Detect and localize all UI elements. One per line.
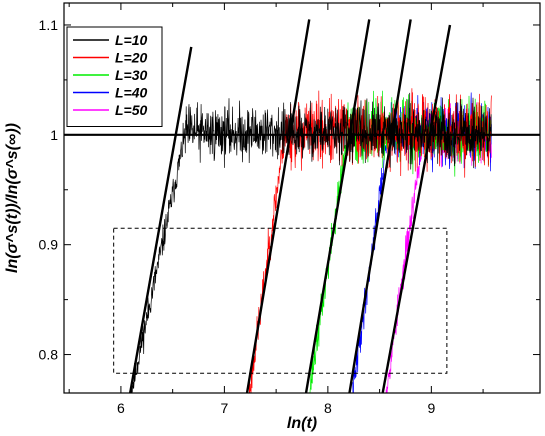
x-tick-label: 9: [427, 400, 435, 416]
ticks-layer: 6 7 8 9 0.8 0.9 1 1.1: [39, 3, 540, 416]
legend-label: L=10: [115, 32, 148, 48]
x-tick-label: 7: [220, 400, 228, 416]
series-line-l-10: [131, 92, 492, 393]
y-axis-label: ln(σ^s(t))/ln(σ^s(∞)): [4, 123, 21, 273]
legend: L=10 L=20L=30 L=40L=50: [66, 26, 163, 127]
fit-line-2: [245, 19, 311, 393]
legend-label: L=20: [115, 50, 148, 66]
y-tick-label: 1: [50, 127, 58, 143]
y-tick-label: 0.9: [39, 237, 59, 253]
legend-label: L=40: [115, 85, 148, 101]
overlay-layer: [64, 19, 540, 393]
fit-line-4: [348, 19, 412, 393]
fit-line-5: [381, 24, 452, 393]
series-line-l-20: [248, 88, 492, 393]
fit-line-1: [128, 46, 193, 393]
x-tick-label: 8: [324, 400, 332, 416]
y-tick-label: 1.1: [39, 17, 59, 33]
inset-box: [113, 227, 448, 374]
legend-label: L=30: [115, 67, 148, 83]
x-tick-label: 6: [117, 400, 125, 416]
plot-frame: [63, 2, 541, 394]
y-tick-label: 0.8: [39, 347, 59, 363]
legend-label: L=50: [115, 102, 148, 118]
x-axis-label: ln(t): [287, 415, 317, 432]
fit-line-3: [304, 19, 371, 393]
